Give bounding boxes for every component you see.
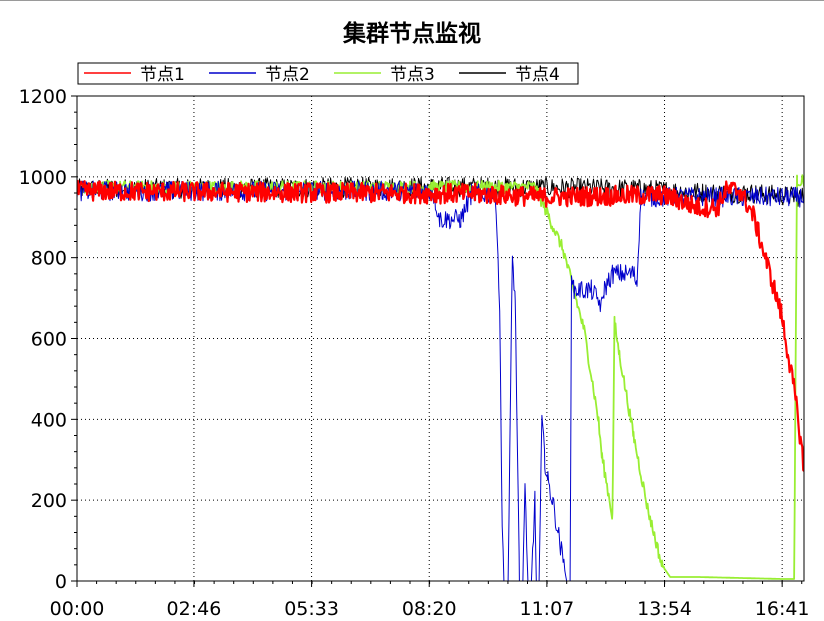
x-tick-label: 13:54 <box>637 598 692 620</box>
series-line-2 <box>77 180 804 581</box>
x-tick-label: 02:46 <box>167 598 222 620</box>
x-tick-label: 00:00 <box>50 598 105 620</box>
x-tick-label: 05:33 <box>284 598 339 620</box>
series-line-3 <box>77 174 804 580</box>
legend-label-2: 节点2 <box>265 65 310 85</box>
plot-frame <box>76 95 805 582</box>
y-tick-label: 0 <box>55 571 67 593</box>
x-tick-label: 08:20 <box>402 598 457 620</box>
series-layer <box>77 174 804 581</box>
legend-label-1: 节点1 <box>140 65 185 85</box>
legend-label-4: 节点4 <box>515 65 560 85</box>
y-tick-label: 600 <box>31 329 67 351</box>
y-tick-label: 1000 <box>19 167 67 189</box>
gridlines <box>77 96 804 581</box>
series-line-1 <box>77 179 804 472</box>
x-tick-label: 11:07 <box>519 598 574 620</box>
y-tick-label: 200 <box>31 490 67 512</box>
legend-box <box>77 62 579 85</box>
y-tick-label: 1200 <box>19 86 67 108</box>
x-tick-label: 16:41 <box>755 598 810 620</box>
y-tick-label: 400 <box>31 409 67 431</box>
legend: 节点1 节点2 节点3 节点4 <box>77 62 579 85</box>
y-tick-label: 800 <box>31 248 67 270</box>
axes: 0 200 400 600 800 1000 1200 00:00 02:46 05:33 08:2… <box>19 86 810 620</box>
legend-label-3: 节点3 <box>390 65 435 85</box>
chart-title: 集群节点监视 <box>343 21 481 47</box>
window-top-rule <box>0 0 824 1</box>
